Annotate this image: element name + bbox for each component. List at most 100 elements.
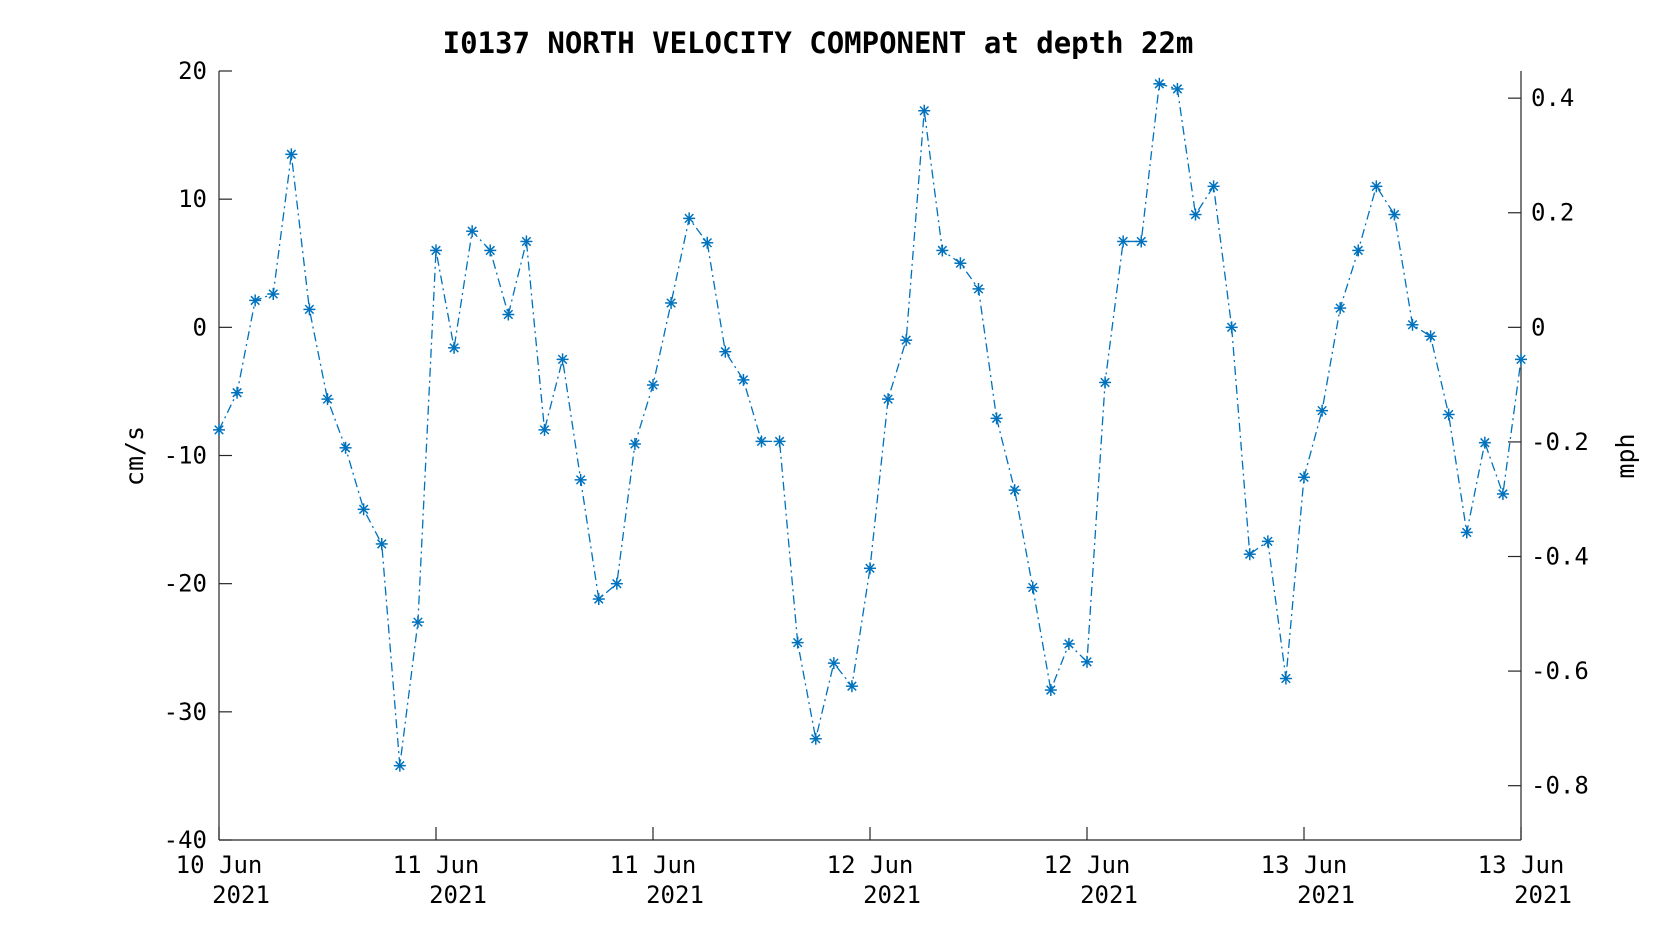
left-y-tick-label: 0: [193, 313, 207, 341]
data-point-marker: [1008, 484, 1021, 497]
data-point-marker: [339, 441, 352, 454]
data-point-marker: [1334, 302, 1347, 315]
data-point-marker: [285, 148, 298, 161]
data-point-marker: [1044, 684, 1057, 697]
plot-area: [218, 71, 1522, 841]
x-tick-label-year: 2021: [429, 881, 487, 909]
right-y-axis: 0.4 0.2 0 -0.2 -0.4 -0.6 -0.8: [1508, 84, 1589, 800]
right-y-tick-label: -0.6: [1531, 657, 1589, 685]
data-point-marker: [701, 236, 714, 249]
data-point-marker: [1026, 581, 1039, 594]
data-point-marker: [1370, 180, 1383, 193]
data-point-marker: [954, 257, 967, 270]
data-point-marker: [936, 244, 949, 257]
data-point-marker: [213, 423, 225, 436]
data-point-marker: [1279, 672, 1292, 685]
data-point-marker: [321, 393, 334, 406]
left-y-tick-label: -30: [164, 698, 207, 726]
data-point-marker: [1099, 376, 1112, 389]
data-point-marker: [1261, 535, 1274, 548]
data-point-marker: [737, 373, 750, 386]
data-point-marker: [1496, 487, 1509, 500]
left-y-tick-label: -20: [164, 570, 207, 598]
data-point-marker: [1153, 77, 1166, 90]
left-y-tick-label: -40: [164, 826, 207, 854]
data-point-marker: [1478, 436, 1491, 449]
data-point-marker: [357, 503, 370, 516]
data-point-marker: [502, 308, 515, 321]
right-y-tick-label: -0.2: [1531, 428, 1589, 456]
data-point-marker: [484, 244, 497, 257]
x-tick-label-year: 2021: [1297, 881, 1355, 909]
data-point-marker: [719, 345, 732, 358]
data-point-marker: [574, 473, 587, 486]
data-point-marker: [972, 282, 985, 295]
right-y-tick-label: 0.2: [1531, 199, 1574, 227]
data-point-marker: [755, 435, 768, 448]
data-point-marker: [628, 437, 641, 450]
data-point-marker: [267, 288, 280, 301]
data-point-marker: [430, 244, 442, 257]
data-point-marker: [1189, 208, 1202, 221]
left-y-tick-label: 20: [178, 57, 207, 85]
x-tick-label-date: 12 Jun: [1044, 851, 1131, 879]
left-y-axis-label: cm/s: [120, 426, 149, 486]
data-point-marker: [610, 577, 623, 590]
data-point-marker: [520, 235, 533, 248]
data-point-marker: [231, 386, 244, 399]
right-y-tick-label: -0.8: [1531, 772, 1589, 800]
left-y-tick-label: -10: [164, 442, 207, 470]
data-point-marker: [1316, 404, 1329, 417]
data-point-marker: [1442, 408, 1455, 421]
x-tick-label-year: 2021: [212, 881, 270, 909]
x-tick-label-date: 13 Jun: [1261, 851, 1348, 879]
data-point-marker: [990, 412, 1003, 425]
data-point-marker: [1406, 318, 1419, 331]
data-point-marker: [864, 562, 876, 575]
data-point-marker: [1424, 330, 1437, 343]
data-point-marker: [466, 225, 479, 238]
data-point-marker: [665, 296, 678, 309]
data-point-marker: [538, 423, 551, 436]
data-point-marker: [900, 334, 913, 347]
data-point-marker: [448, 341, 461, 354]
left-y-axis: 20 10 0 -10 -20 -30 -40: [164, 57, 232, 854]
series-north-velocity: [213, 77, 1527, 772]
data-point-marker: [1388, 208, 1401, 221]
right-y-axis-label: mph: [1611, 433, 1640, 478]
data-point-marker: [791, 636, 804, 649]
data-point-marker: [303, 303, 316, 316]
data-point-marker: [1062, 637, 1075, 650]
x-tick-label-date: 12 Jun: [827, 851, 914, 879]
x-tick-label-year: 2021: [863, 881, 921, 909]
data-point-marker: [809, 732, 822, 745]
chart-title: I0137 NORTH VELOCITY COMPONENT at depth …: [443, 26, 1194, 60]
data-point-marker: [393, 759, 406, 772]
data-point-marker: [1352, 244, 1365, 257]
x-tick-label-date: 13 Jun: [1478, 851, 1565, 879]
data-point-marker: [1135, 235, 1148, 248]
data-point-marker: [918, 104, 931, 117]
x-tick-label-year: 2021: [1080, 881, 1138, 909]
x-tick-label-date: 10 Jun: [176, 851, 263, 879]
data-point-marker: [375, 537, 388, 550]
data-point-marker: [647, 379, 659, 392]
data-point-marker: [411, 616, 424, 629]
data-point-marker: [882, 393, 895, 406]
right-y-tick-label: -0.4: [1531, 543, 1589, 571]
series-line: [218, 82, 1522, 766]
x-tick-label-date: 11 Jun: [610, 851, 697, 879]
data-point-marker: [1298, 471, 1310, 484]
x-tick-label-date: 11 Jun: [393, 851, 480, 879]
data-point-marker: [556, 353, 569, 366]
x-tick-label-year: 2021: [1514, 881, 1572, 909]
right-y-tick-label: 0: [1531, 313, 1545, 341]
data-point-marker: [1225, 321, 1238, 334]
data-point-marker: [1243, 548, 1256, 561]
data-point-marker: [249, 294, 262, 307]
data-point-marker: [1117, 235, 1130, 248]
left-y-tick-label: 10: [178, 185, 207, 213]
data-point-marker: [845, 680, 858, 693]
right-y-tick-label: 0.4: [1531, 84, 1574, 112]
